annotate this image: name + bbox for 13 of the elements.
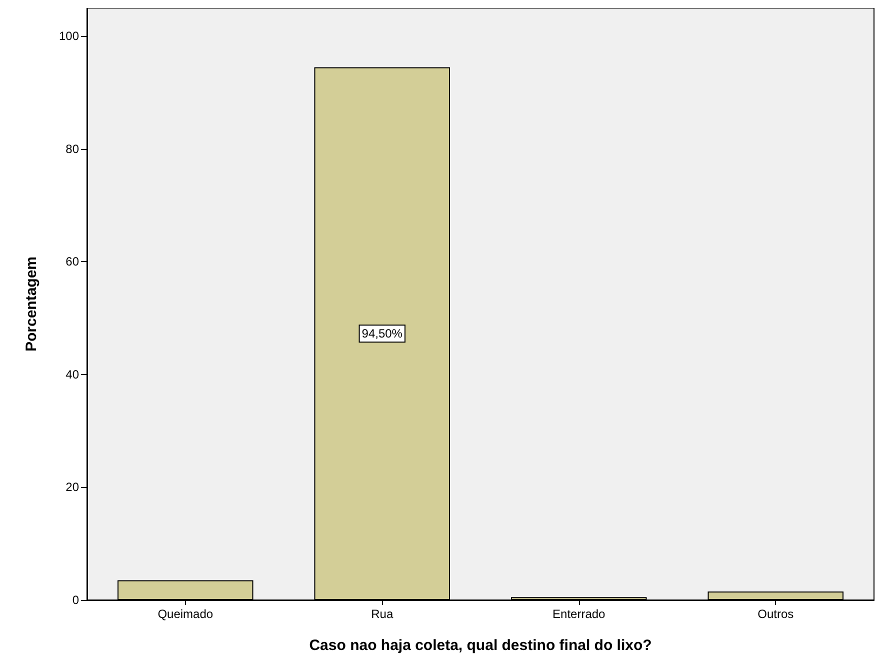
x-tick-label: Enterrado — [552, 607, 606, 621]
x-tick-label: Queimado — [158, 607, 214, 621]
y-axis-title: Porcentagem — [23, 256, 40, 352]
x-tick-label: Rua — [371, 607, 394, 621]
y-tick-label: 40 — [66, 367, 80, 382]
y-tick-label: 100 — [58, 29, 80, 44]
x-axis-title: Caso nao haja coleta, qual destino final do lixo? — [309, 637, 652, 654]
data-label: 94,50% — [362, 326, 403, 341]
y-tick-label: 60 — [66, 254, 80, 269]
x-tick-label: Outros — [758, 607, 794, 621]
y-tick-label: 0 — [72, 593, 80, 607]
y-tick-label: 80 — [66, 142, 80, 156]
y-tick-label: 20 — [66, 480, 80, 494]
